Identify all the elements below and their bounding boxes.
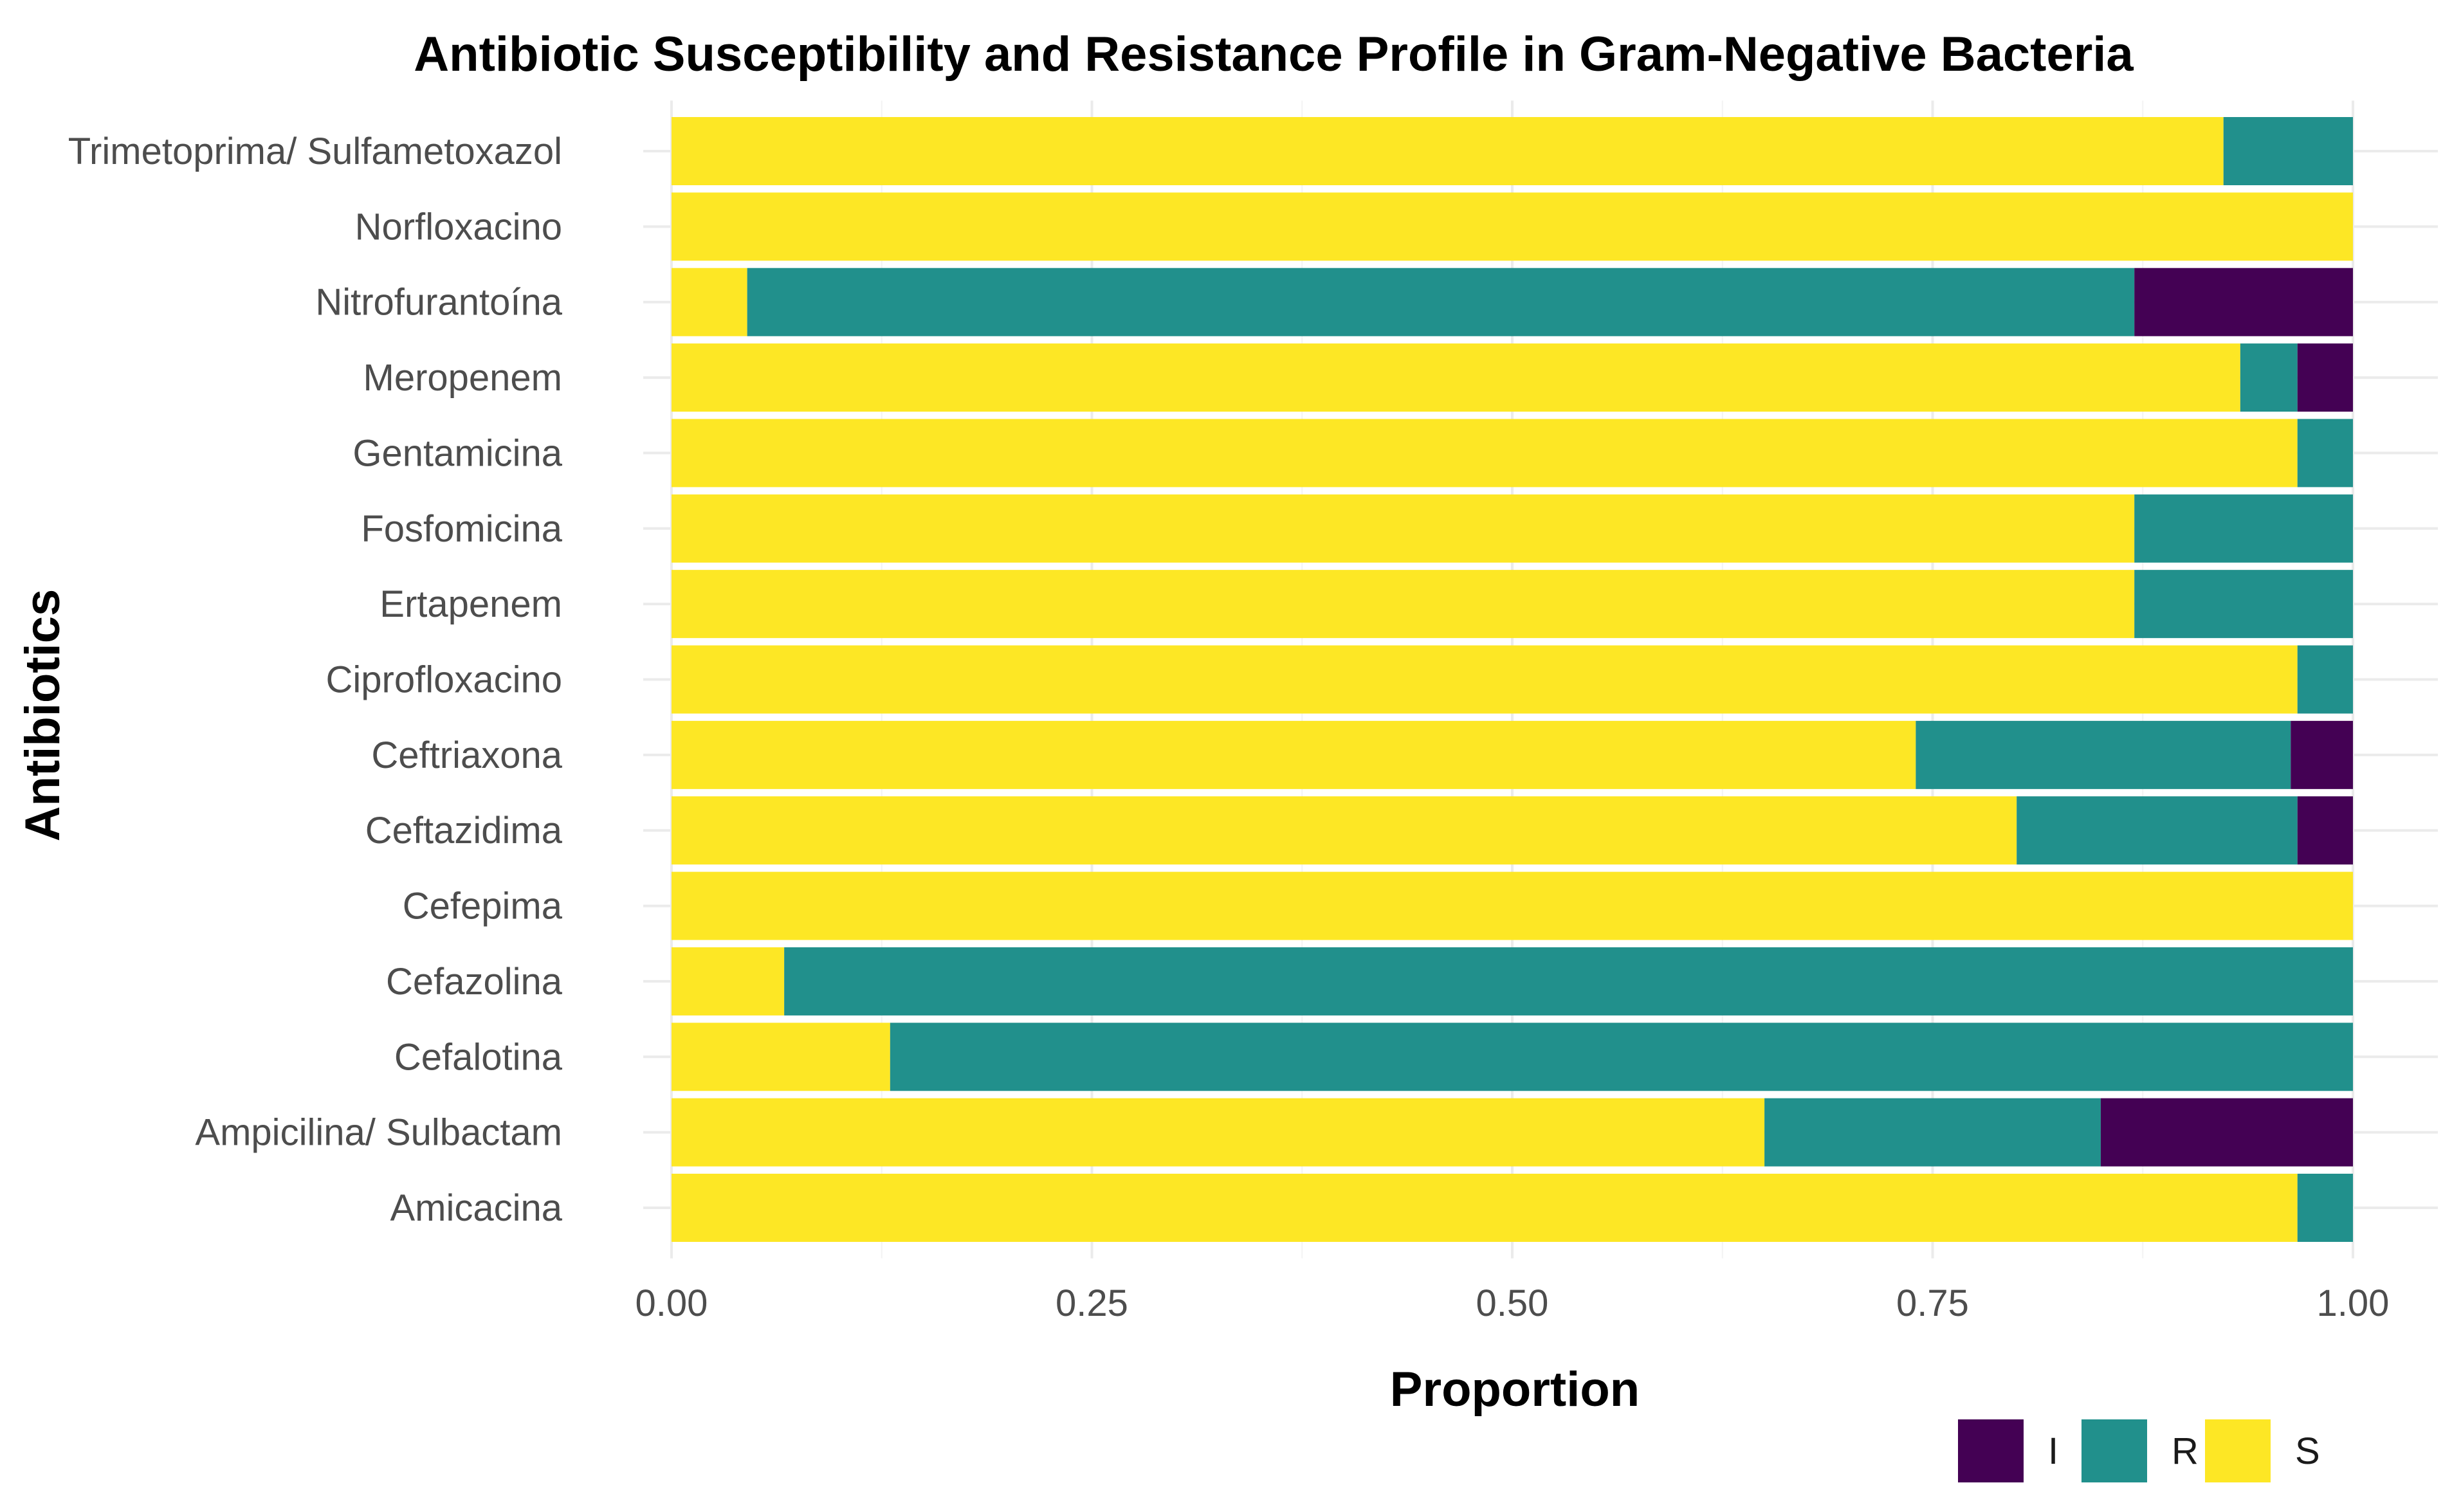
chart-title: Antibiotic Susceptibility and Resistance… [414, 27, 2134, 82]
y-tick-label: Meropenem [363, 357, 562, 399]
x-axis-title: Proportion [1390, 1362, 1640, 1417]
bar-segment-s [672, 1098, 1765, 1167]
y-tick-label: Fosfomicina [361, 508, 562, 550]
legend-label-s: S [2295, 1430, 2320, 1472]
y-tick-label: Cefepima [403, 886, 563, 927]
bar-layer [672, 117, 2354, 1242]
legend-label-i: I [2048, 1430, 2058, 1472]
legend-swatch-r [2081, 1419, 2147, 1482]
bar-segment-s [672, 1174, 2298, 1242]
y-tick-label: Amicacina [390, 1187, 562, 1229]
bar-segment-r [1916, 720, 2291, 789]
y-tick-label: Ceftazidima [365, 810, 563, 852]
bar-segment-r [2223, 117, 2353, 185]
y-tick-label: Nitrofurantoína [315, 282, 562, 323]
bar-segment-i [2297, 343, 2353, 412]
y-tick-labels: Amicacina Ampicilina/ Sulbactam Cefalotina… [68, 131, 563, 1229]
bar-segment-i [2134, 268, 2353, 336]
bar-segment-s [672, 1023, 890, 1091]
bar-segment-s [672, 570, 2135, 639]
bar-segment-s [672, 871, 2353, 940]
bar-segment-s [672, 796, 2017, 865]
bar-segment-r [2134, 570, 2353, 639]
bar-segment-i [2291, 720, 2353, 789]
x-tick-label: 0.75 [1896, 1282, 1969, 1324]
bar-segment-r [1764, 1098, 2101, 1167]
bar-segment-r [747, 268, 2135, 336]
bar-segment-r [2017, 796, 2298, 865]
bar-segment-r [2134, 494, 2353, 563]
bar-segment-r [2297, 419, 2353, 487]
bar-segment-s [672, 419, 2298, 487]
bar-segment-i [2297, 796, 2353, 865]
y-tick-label: Gentamicina [352, 432, 562, 474]
bar-segment-r [2297, 645, 2353, 714]
y-tick-label: Ampicilina/ Sulbactam [195, 1112, 562, 1154]
y-axis-title: Antibiotics [15, 589, 70, 842]
bar-segment-r [2240, 343, 2298, 412]
x-tick-label: 0.25 [1056, 1282, 1128, 1324]
x-tick-labels: 0.00 0.25 0.50 0.75 1.00 [636, 1282, 2390, 1324]
x-tick-label: 1.00 [2317, 1282, 2390, 1324]
bar-segment-s [672, 268, 747, 336]
y-tick-label: Ciprofloxacino [325, 659, 562, 701]
y-tick-label: Norfloxacino [355, 206, 562, 248]
y-tick-label: Trimetoprima/ Sulfametoxazol [68, 131, 562, 172]
bar-segment-i [2100, 1098, 2353, 1167]
legend-swatch-i [1958, 1419, 2024, 1482]
y-tick-label: Ceftriaxona [371, 734, 562, 776]
bar-segment-r [2297, 1174, 2353, 1242]
x-tick-label: 0.50 [1476, 1282, 1549, 1324]
bar-segment-s [672, 947, 785, 1016]
y-tick-label: Ertapenem [380, 583, 562, 625]
bar-segment-s [672, 720, 1916, 789]
legend-label-r: R [2172, 1430, 2199, 1472]
y-tick-label: Cefazolina [386, 961, 563, 1003]
bar-segment-s [672, 343, 2240, 412]
bar-segment-s [672, 117, 2224, 185]
x-tick-label: 0.00 [636, 1282, 708, 1324]
bar-segment-r [890, 1023, 2354, 1091]
y-tick-label: Cefalotina [394, 1036, 563, 1078]
bar-segment-s [672, 494, 2135, 563]
legend-swatch-s [2205, 1419, 2271, 1482]
bar-segment-s [672, 645, 2298, 714]
bar-segment-s [672, 192, 2353, 261]
bar-segment-r [784, 947, 2353, 1016]
